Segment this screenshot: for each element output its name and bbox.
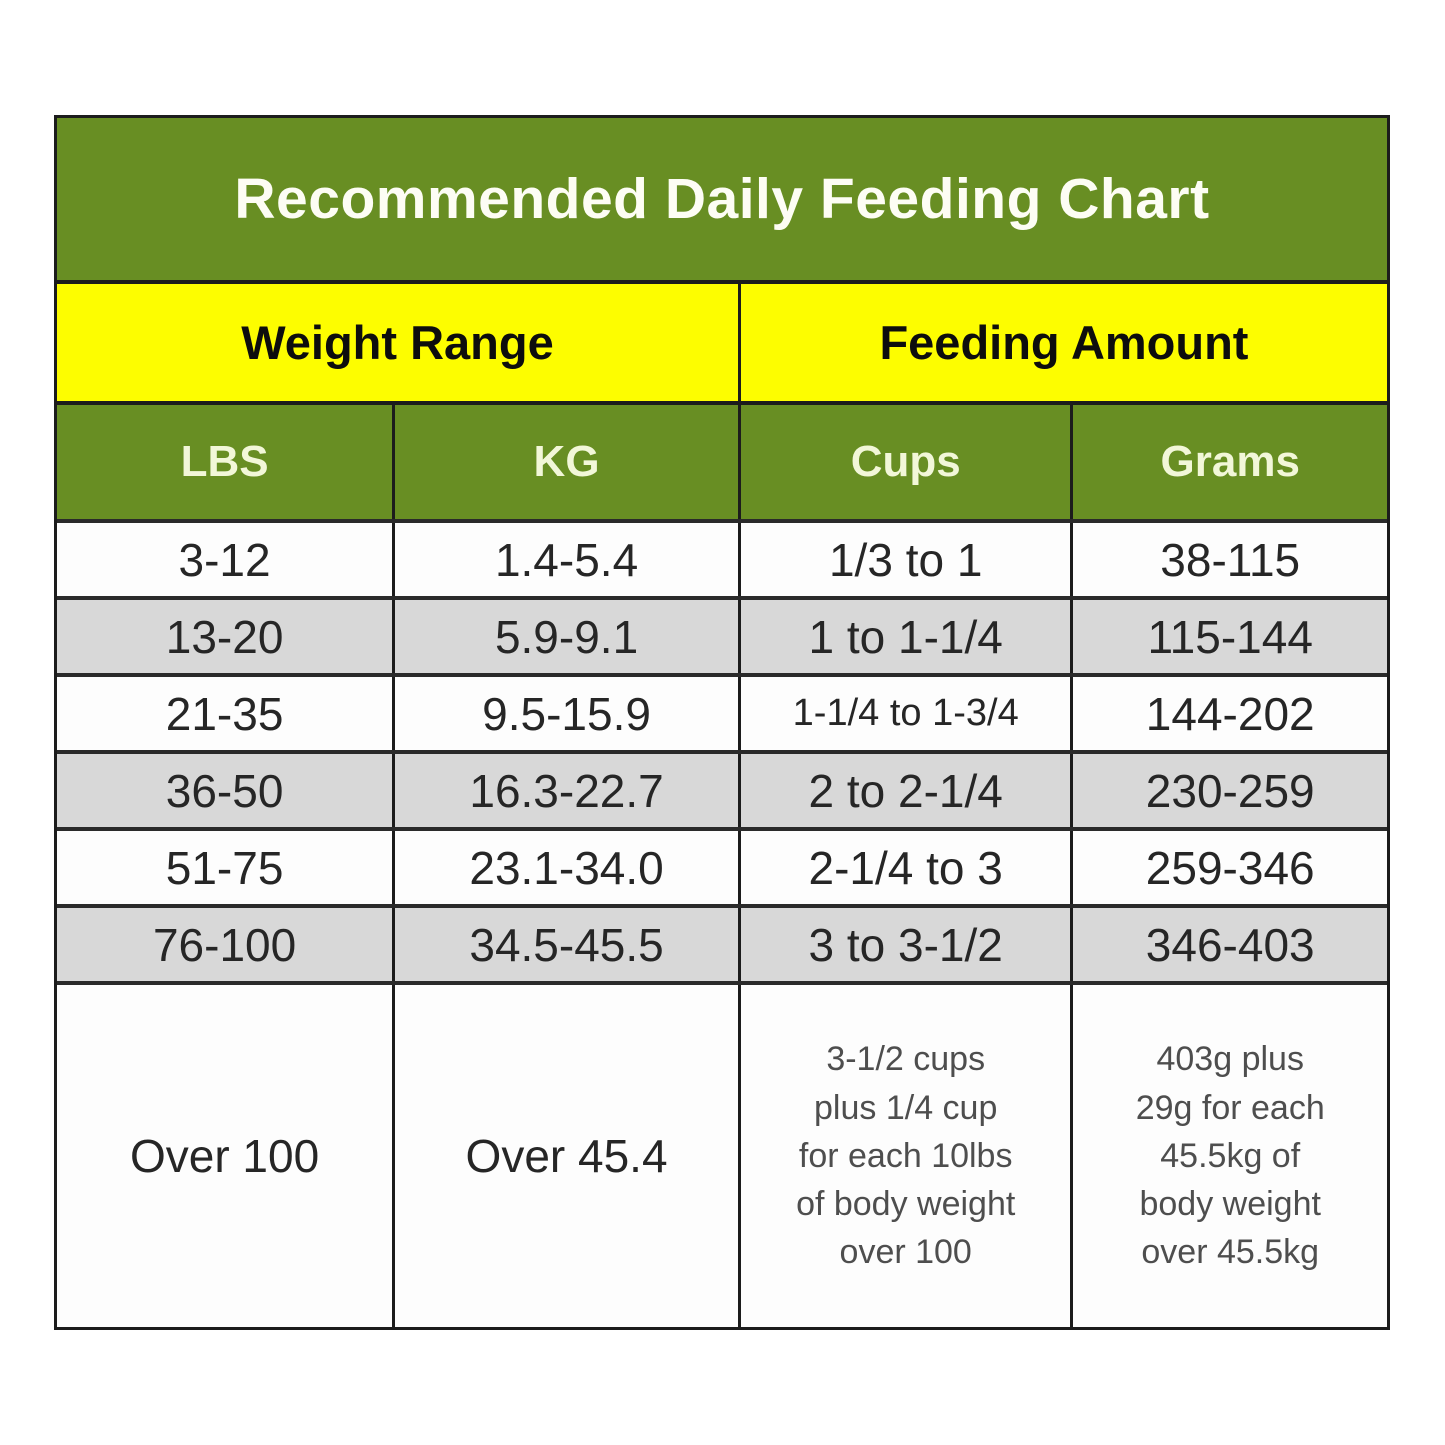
table-cell-lbs: 51-75 bbox=[165, 841, 284, 894]
table-row: 13-20 5.9-9.1 1 to 1-1/4 115-144 bbox=[57, 596, 1387, 673]
table-cell-lbs: 13-20 bbox=[165, 610, 284, 663]
table-cell-cups: 2 to 2-1/4 bbox=[737, 754, 1071, 827]
table-cell-kg: 1.4-5.4 bbox=[392, 523, 738, 596]
table-cell-kg: Over 45.4 bbox=[392, 985, 738, 1327]
group-header-feeding-amount: Feeding Amount bbox=[737, 284, 1387, 401]
table-cell-grams: 115-144 bbox=[1070, 600, 1387, 673]
table-cell-lbs: Over 100 bbox=[129, 1130, 320, 1182]
table-cell-kg: 9.5-15.9 bbox=[392, 677, 738, 750]
table-cell-cups: 2-1/4 to 3 bbox=[737, 831, 1071, 904]
column-group-band: Weight Range Feeding Amount bbox=[57, 280, 1387, 401]
table-cell-grams: 346-403 bbox=[1070, 908, 1387, 981]
table-cell-cups: 1-1/4 to 1-3/4 bbox=[737, 677, 1071, 750]
table-cell-kg: 34.5-45.5 bbox=[392, 908, 738, 981]
table-cell-grams: 144-202 bbox=[1070, 677, 1387, 750]
table-cell-grams: 403g plus 29g for each 45.5kg of body we… bbox=[1070, 985, 1387, 1327]
table-cell-lbs: 36-50 bbox=[165, 764, 284, 817]
table-cell-lbs: 76-100 bbox=[152, 918, 297, 971]
table-row: 36-50 16.3-22.7 2 to 2-1/4 230-259 bbox=[57, 750, 1387, 827]
group-header-weight-range: Weight Range bbox=[241, 316, 554, 369]
table-row: 76-100 34.5-45.5 3 to 3-1/2 346-403 bbox=[57, 904, 1387, 981]
table-cell-grams: 259-346 bbox=[1070, 831, 1387, 904]
table-cell-cups: 1 to 1-1/4 bbox=[737, 600, 1071, 673]
table-cell-kg: 23.1-34.0 bbox=[392, 831, 738, 904]
table-row: 3-12 1.4-5.4 1/3 to 1 38-115 bbox=[57, 519, 1387, 596]
column-header-kg: KG bbox=[392, 405, 738, 519]
table-cell-lbs: 21-35 bbox=[165, 687, 284, 740]
column-header-grams: Grams bbox=[1070, 405, 1387, 519]
table-cell-cups: 1/3 to 1 bbox=[737, 523, 1071, 596]
table-row-over-limit: Over 100 Over 45.4 3-1/2 cups plus 1/4 c… bbox=[57, 981, 1387, 1327]
table-row: 51-75 23.1-34.0 2-1/4 to 3 259-346 bbox=[57, 827, 1387, 904]
table-cell-lbs: 3-12 bbox=[178, 533, 271, 586]
column-header-cups: Cups bbox=[737, 405, 1071, 519]
table-cell-cups: 3-1/2 cups plus 1/4 cup for each 10lbs o… bbox=[737, 985, 1071, 1327]
table-cell-kg: 5.9-9.1 bbox=[392, 600, 738, 673]
table-row: 21-35 9.5-15.9 1-1/4 to 1-3/4 144-202 bbox=[57, 673, 1387, 750]
feeding-chart-table: Recommended Daily Feeding Chart Weight R… bbox=[54, 115, 1390, 1330]
column-header-band: LBS KG Cups Grams bbox=[57, 401, 1387, 519]
page-title: Recommended Daily Feeding Chart bbox=[234, 167, 1210, 231]
table-title-band: Recommended Daily Feeding Chart bbox=[57, 118, 1387, 280]
column-header-lbs: LBS bbox=[180, 437, 269, 486]
table-cell-grams: 230-259 bbox=[1070, 754, 1387, 827]
table-cell-kg: 16.3-22.7 bbox=[392, 754, 738, 827]
table-cell-grams: 38-115 bbox=[1070, 523, 1387, 596]
table-cell-cups: 3 to 3-1/2 bbox=[737, 908, 1071, 981]
